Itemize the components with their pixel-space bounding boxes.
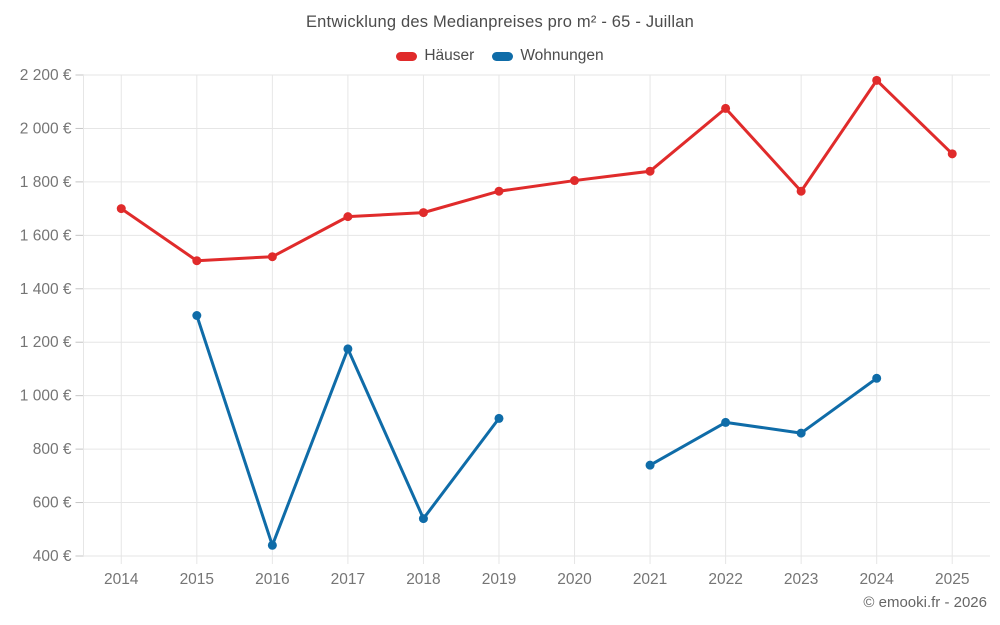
x-axis-label: 2025	[935, 571, 969, 588]
wohnungen-point[interactable]	[343, 344, 353, 354]
y-axis-label: 1 800 €	[20, 174, 72, 191]
y-axis-label: 1 400 €	[20, 281, 72, 298]
haeuser-point[interactable]	[116, 204, 126, 214]
x-axis-label: 2019	[482, 571, 516, 588]
y-axis-label: 1 200 €	[20, 334, 72, 351]
wohnungen-point[interactable]	[192, 311, 202, 320]
legend-item-haeuser[interactable]: Häuser	[396, 47, 474, 65]
y-axis-label: 1 600 €	[20, 227, 72, 244]
wohnungen-point[interactable]	[267, 540, 277, 550]
x-axis-label: 2021	[633, 571, 667, 588]
wohnungen-point[interactable]	[721, 417, 731, 427]
x-axis-label: 2017	[331, 571, 365, 588]
haeuser-point[interactable]	[872, 75, 882, 85]
y-axis-label: 2 200 €	[20, 67, 72, 84]
haeuser-point[interactable]	[796, 186, 806, 196]
y-axis-label: 600 €	[33, 495, 72, 512]
wohnungen-point[interactable]	[418, 514, 428, 524]
y-axis-label: 400 €	[33, 548, 72, 565]
haeuser-point[interactable]	[343, 212, 353, 222]
x-axis-label: 2024	[859, 571, 894, 588]
x-axis-label: 2015	[180, 571, 214, 588]
x-axis-label: 2022	[708, 571, 742, 588]
haeuser-point[interactable]	[947, 149, 957, 159]
wohnungen-point[interactable]	[494, 413, 504, 423]
haeuser-point[interactable]	[418, 208, 428, 218]
haeuser-point[interactable]	[192, 256, 202, 266]
y-axis-label: 800 €	[33, 441, 72, 458]
haeuser-point[interactable]	[570, 176, 580, 186]
wohnungen-point[interactable]	[872, 373, 882, 383]
x-axis-label: 2023	[784, 571, 818, 588]
legend-label-haeuser: Häuser	[424, 47, 475, 64]
legend-label-wohnungen: Wohnungen	[520, 47, 604, 64]
wohnungen-line	[648, 376, 879, 467]
x-axis-label: 2016	[255, 571, 289, 588]
wohnungen-point[interactable]	[645, 460, 655, 470]
x-axis-label: 2020	[557, 571, 592, 588]
wohnungen-point[interactable]	[796, 428, 806, 438]
haeuser-point[interactable]	[267, 252, 277, 262]
legend-item-wohnungen[interactable]: Wohnungen	[492, 47, 604, 65]
wohnungen-swatch-icon	[492, 51, 514, 61]
haeuser-line	[119, 78, 954, 263]
legend: Häuser Wohnungen	[0, 46, 1000, 66]
y-axis-label: 1 000 €	[20, 388, 72, 405]
haeuser-point[interactable]	[721, 103, 731, 113]
x-axis-label: 2018	[406, 571, 440, 588]
haeuser-point[interactable]	[494, 186, 504, 196]
haeuser-point[interactable]	[645, 166, 655, 176]
haeuser-swatch-icon	[396, 51, 418, 61]
chart-title: Entwicklung des Medianpreises pro m² - 6…	[305, 13, 695, 31]
y-axis-label: 2 000 €	[20, 120, 72, 137]
copyright: © emooki.fr - 2026	[863, 594, 987, 611]
x-axis-label: 2014	[104, 571, 139, 588]
